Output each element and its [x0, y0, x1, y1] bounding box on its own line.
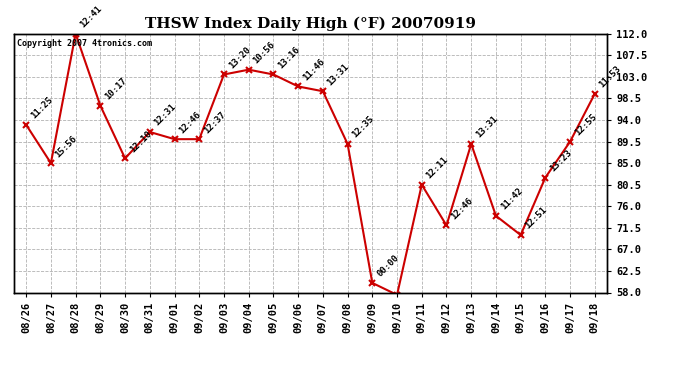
Text: 00:00: 00:00 [375, 254, 400, 279]
Text: Copyright 2007 4tronics.com: Copyright 2007 4tronics.com [17, 39, 152, 48]
Text: 15:56: 15:56 [54, 134, 79, 159]
Text: 12:55: 12:55 [573, 112, 598, 137]
Text: 13:20: 13:20 [227, 45, 252, 70]
Text: 12:46: 12:46 [449, 196, 475, 221]
Text: 12:46: 12:46 [177, 110, 203, 135]
Text: 11:42: 11:42 [499, 186, 524, 211]
Title: THSW Index Daily High (°F) 20070919: THSW Index Daily High (°F) 20070919 [145, 17, 476, 31]
Text: 12:31: 12:31 [152, 102, 178, 128]
Text: 12:11: 12:11 [424, 155, 450, 180]
Text: 13:31: 13:31 [474, 114, 500, 140]
Text: 12:37: 12:37 [202, 110, 228, 135]
Text: 10:56: 10:56 [251, 40, 277, 66]
Text: 10:17: 10:17 [103, 76, 128, 102]
Text: 12:51: 12:51 [524, 206, 549, 231]
Text: 12:10: 12:10 [128, 129, 153, 154]
Text: 13:23: 13:23 [548, 148, 573, 173]
Text: 12:35: 12:35 [351, 114, 376, 140]
Text: 13:16: 13:16 [276, 45, 302, 70]
Text: 11:25: 11:25 [29, 95, 55, 121]
Text: 00:00: 00:00 [0, 374, 1, 375]
Text: 11:46: 11:46 [301, 57, 326, 82]
Text: 13:31: 13:31 [326, 62, 351, 87]
Text: 12:41: 12:41 [79, 4, 103, 30]
Text: 11:53: 11:53 [598, 64, 623, 90]
